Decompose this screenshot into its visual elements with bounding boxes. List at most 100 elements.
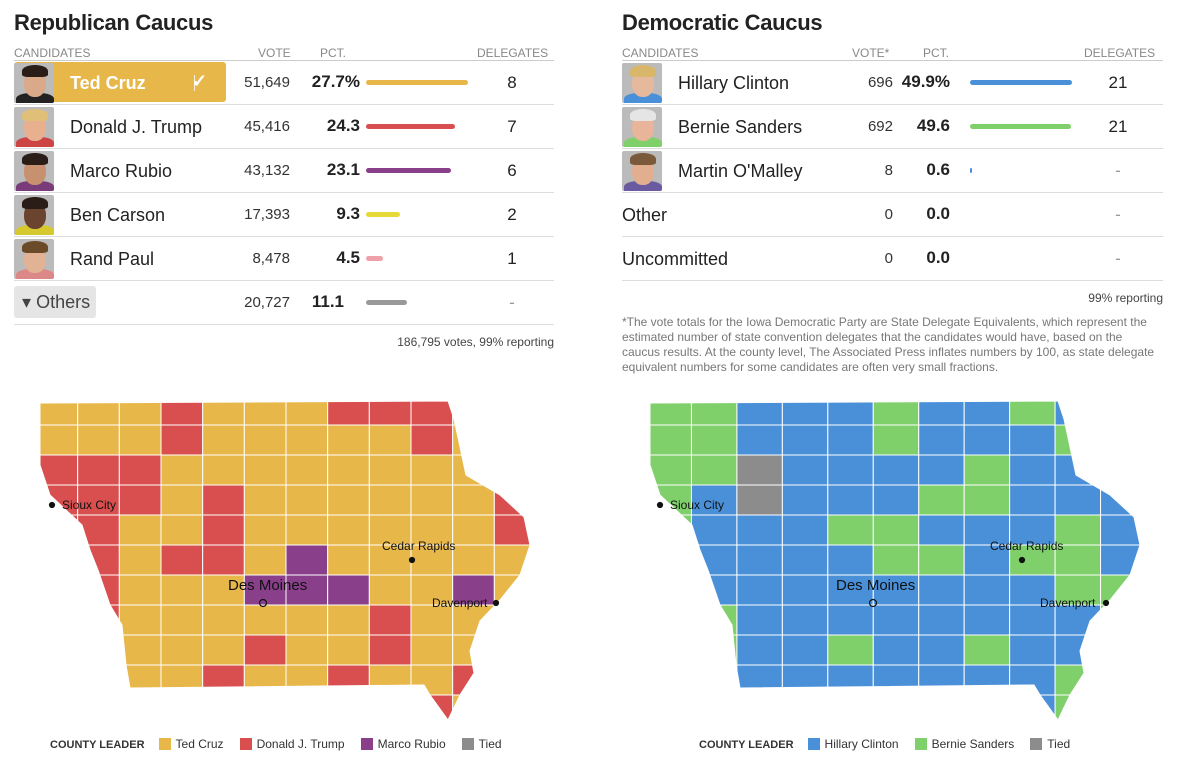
county[interactable] [918,514,965,546]
county[interactable] [918,574,965,606]
county[interactable] [410,484,454,516]
county[interactable] [736,424,783,456]
county[interactable] [36,664,79,696]
county[interactable] [963,395,1011,426]
county[interactable] [1009,694,1056,725]
county[interactable] [368,454,412,486]
county[interactable] [1009,664,1056,696]
county[interactable] [77,694,120,725]
county[interactable] [963,574,1011,606]
county[interactable] [736,454,783,486]
county[interactable] [202,634,245,666]
county[interactable] [736,544,783,576]
county[interactable] [781,424,829,456]
county[interactable] [452,484,495,516]
county[interactable] [368,484,412,516]
county[interactable] [781,395,829,426]
county[interactable] [690,574,738,606]
county[interactable] [327,574,370,606]
county[interactable] [781,484,829,516]
county[interactable] [736,694,783,725]
county[interactable] [77,424,120,456]
county[interactable] [827,514,874,546]
county[interactable] [918,604,965,636]
county[interactable] [118,514,162,546]
county[interactable] [160,454,204,486]
county[interactable] [368,395,412,426]
county[interactable] [285,694,329,725]
county[interactable] [736,395,783,426]
county[interactable] [690,634,738,666]
county[interactable] [368,574,412,606]
county[interactable] [452,395,495,426]
county[interactable] [963,634,1011,666]
county[interactable] [1054,634,1102,666]
county[interactable] [690,424,738,456]
county[interactable] [493,694,536,725]
county[interactable] [1009,395,1056,426]
county[interactable] [202,604,245,636]
county[interactable] [918,454,965,486]
county[interactable] [36,514,79,546]
county[interactable] [493,664,536,696]
county[interactable] [1100,454,1146,486]
county[interactable] [827,484,874,516]
others-toggle-button[interactable]: ▾ Others [14,286,96,318]
county[interactable] [1009,544,1056,576]
county[interactable] [36,544,79,576]
county[interactable] [872,395,920,426]
county[interactable] [781,634,829,666]
county[interactable] [827,454,874,486]
county[interactable] [690,694,738,725]
county[interactable] [963,664,1011,696]
county[interactable] [1054,454,1102,486]
county[interactable] [918,694,965,725]
county[interactable] [202,574,245,606]
county[interactable] [160,664,204,696]
county[interactable] [118,454,162,486]
county[interactable] [202,395,245,426]
county[interactable] [1100,544,1146,576]
county[interactable] [781,514,829,546]
county[interactable] [963,694,1011,725]
county[interactable] [736,664,783,696]
county[interactable] [781,454,829,486]
county[interactable] [493,395,536,426]
county[interactable] [36,395,79,426]
county[interactable] [1054,484,1102,516]
county[interactable] [285,484,329,516]
county[interactable] [1009,424,1056,456]
county[interactable] [1100,664,1146,696]
county[interactable] [781,574,829,606]
county[interactable] [736,514,783,546]
county[interactable] [327,484,370,516]
county[interactable] [963,424,1011,456]
county[interactable] [285,634,329,666]
county[interactable] [368,634,412,666]
county[interactable] [781,604,829,636]
county[interactable] [243,514,287,546]
county[interactable] [1054,694,1102,725]
county[interactable] [1100,634,1146,666]
county[interactable] [202,424,245,456]
county[interactable] [202,454,245,486]
county[interactable] [781,694,829,725]
county[interactable] [827,634,874,666]
county[interactable] [872,604,920,636]
county[interactable] [410,395,454,426]
county[interactable] [872,454,920,486]
county[interactable] [1009,454,1056,486]
county[interactable] [285,574,329,606]
county[interactable] [872,424,920,456]
county[interactable] [160,634,204,666]
county[interactable] [827,694,874,725]
county[interactable] [327,395,370,426]
county[interactable] [963,454,1011,486]
county[interactable] [368,424,412,456]
county[interactable] [202,664,245,696]
county[interactable] [243,484,287,516]
county[interactable] [36,454,79,486]
county[interactable] [690,395,738,426]
county[interactable] [646,544,692,576]
county[interactable] [243,664,287,696]
